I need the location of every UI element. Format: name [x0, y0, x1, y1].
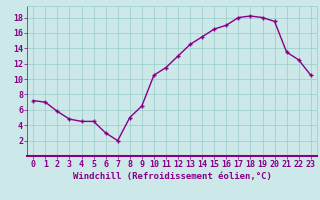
- X-axis label: Windchill (Refroidissement éolien,°C): Windchill (Refroidissement éolien,°C): [73, 172, 271, 181]
